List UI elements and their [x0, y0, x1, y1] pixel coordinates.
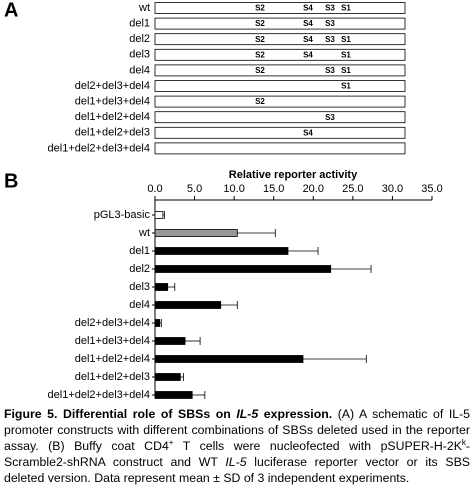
bar [154, 229, 238, 237]
construct-box [154, 48, 406, 61]
bar [154, 247, 289, 255]
site-label: S2 [255, 35, 265, 44]
row-label: del1+del2+del3 [75, 127, 150, 139]
row-label: wt [138, 2, 150, 14]
bar [154, 265, 332, 273]
row-label: del1+del3+del4 [75, 96, 150, 108]
axis-title: Relative reporter activity [229, 169, 358, 181]
site-label: S3 [325, 35, 335, 44]
y-tick-label: wt [138, 227, 150, 239]
bar [154, 337, 186, 345]
bar [154, 355, 304, 363]
construct-box [154, 111, 406, 124]
bar [154, 301, 222, 309]
bar [154, 373, 181, 381]
site-label: S2 [255, 97, 265, 106]
y-tick-label: del1 [129, 245, 150, 257]
caption-text: (A) A schematic of IL-5 promoter constru… [4, 407, 471, 453]
panel-letter: B [4, 170, 18, 192]
caption-text: luciferase reporter vector or its SBS de… [4, 455, 470, 485]
y-tick-label: del1+del2+del4 [75, 353, 150, 365]
y-tick-label: del2 [129, 263, 150, 275]
x-tick-label: 30.0 [382, 183, 403, 195]
x-tick-label: 5.0 [187, 183, 202, 195]
row-label: del4 [129, 64, 150, 76]
site-label: S3 [325, 4, 335, 13]
site-label: S4 [303, 50, 313, 59]
construct-box [154, 64, 406, 77]
site-label: S1 [341, 66, 351, 75]
site-label: S1 [341, 50, 351, 59]
bar [154, 391, 193, 399]
site-label: S1 [341, 82, 351, 91]
site-label: S2 [255, 50, 265, 59]
site-label: S4 [303, 19, 313, 28]
y-tick-label: del1+del2+del3 [75, 371, 150, 383]
y-tick-label: del1+del3+del4 [75, 335, 150, 347]
construct-box [154, 126, 406, 139]
site-label: S1 [341, 35, 351, 44]
construct-box [154, 95, 406, 108]
site-label: S2 [255, 19, 265, 28]
bar [154, 211, 164, 219]
y-tick-label: del1+del2+del3+del4 [48, 389, 150, 401]
row-label: del1+del2+del4 [75, 111, 150, 123]
caption-text: + [168, 437, 174, 447]
caption-text: k [461, 437, 466, 447]
y-tick-label: del2+del3+del4 [75, 317, 150, 329]
x-tick-label: 35.0 [421, 183, 442, 195]
panel-letter: A [4, 0, 18, 21]
site-label: S3 [325, 66, 335, 75]
construct-box [154, 142, 406, 155]
x-tick-label: 15.0 [263, 183, 284, 195]
caption-text: Figure 5. Differential role of SBSs on [4, 407, 237, 421]
y-tick-label: del3 [129, 281, 150, 293]
caption-text: T cells were nucleofected with pSUPER-H-… [173, 439, 462, 453]
row-label: del1 [129, 18, 150, 30]
site-label: S3 [325, 113, 335, 122]
caption-text: IL-5 [225, 455, 247, 469]
bar [154, 319, 161, 327]
construct-box [154, 33, 406, 46]
row-label: del3 [129, 49, 150, 61]
row-label: del1+del2+del3+del4 [48, 142, 150, 154]
site-label: S3 [325, 19, 335, 28]
y-tick-label: del4 [129, 299, 150, 311]
x-tick-label: 10.0 [223, 183, 244, 195]
construct-box [154, 80, 406, 92]
bar [154, 283, 169, 291]
site-label: S2 [255, 66, 265, 75]
caption-text: -Scramble2-shRNA construct and WT [4, 439, 471, 469]
caption-text: IL-5 [236, 407, 259, 421]
site-label: S2 [255, 4, 265, 13]
x-tick-label: 0.0 [147, 183, 162, 195]
site-label: S1 [341, 4, 351, 13]
site-label: S4 [303, 35, 313, 44]
y-tick-label: pGL3-basic [94, 209, 151, 221]
construct-box [154, 17, 406, 30]
x-tick-label: 20.0 [303, 183, 324, 195]
caption-text: expression. [258, 407, 333, 421]
figure: A B Relative reporter activity wt S2 S4 S3 S… [4, 0, 443, 401]
caption: Figure 5. Differential role of SBSs on I… [4, 406, 470, 486]
row-label: del2 [129, 33, 150, 45]
x-tick-label: 25.0 [342, 183, 363, 195]
site-label: S4 [303, 4, 313, 13]
row-label: del2+del3+del4 [75, 80, 150, 92]
construct-box [154, 2, 406, 14]
site-label: S4 [303, 128, 313, 137]
